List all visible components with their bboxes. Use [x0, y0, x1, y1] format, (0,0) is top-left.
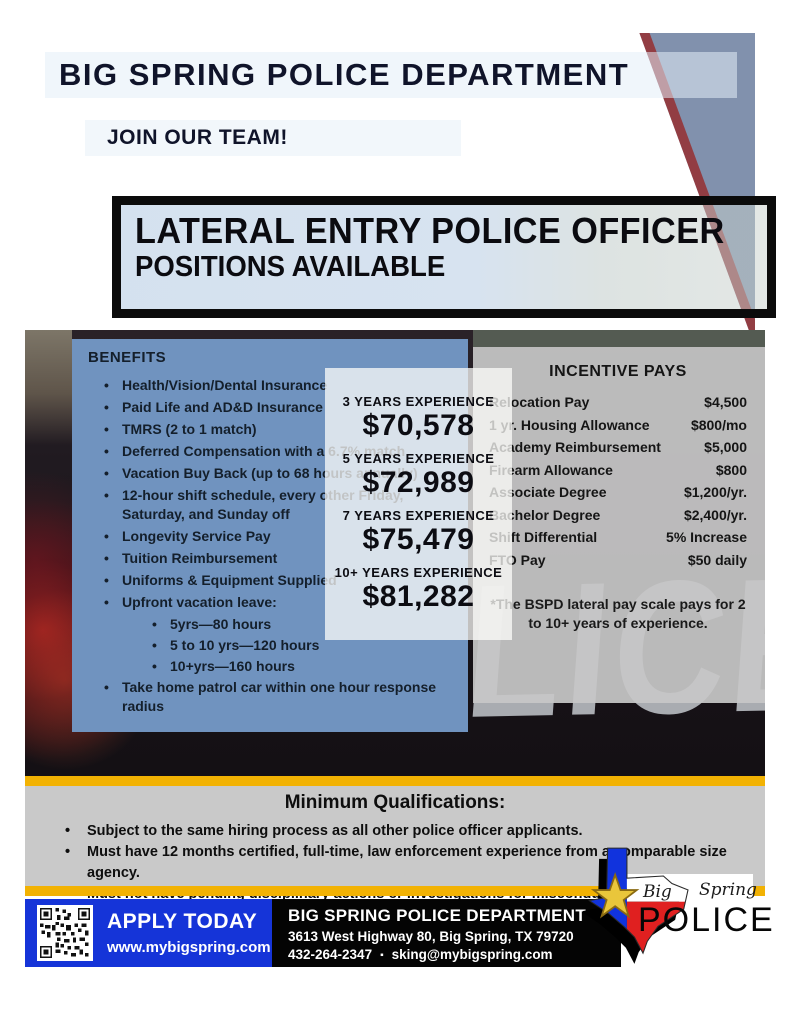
footer-address: 3613 West Highway 80, Big Spring, TX 797…	[288, 929, 574, 944]
benefit-item: Take home patrol car within one hour res…	[104, 678, 458, 716]
benefit-item: Uniforms & Equipment Supplied	[104, 571, 458, 590]
qualifications-band: Minimum Qualifications: Subject to the s…	[25, 786, 765, 905]
contact-separator-icon: ▪	[380, 950, 384, 961]
incentive-value: $1,200/yr.	[683, 484, 747, 500]
footer-phone: 432-264-2347	[288, 947, 373, 962]
footer-email-link[interactable]: sking@mybigspring.com	[391, 947, 553, 962]
tier-amount: $72,989	[362, 466, 475, 499]
title-band: BIG SPRING POLICE DEPARTMENT	[45, 52, 737, 98]
apply-url-link[interactable]: www.mybigspring.com	[107, 939, 271, 956]
incentive-label: Firearm Allowance	[489, 461, 613, 478]
gold-divider-top	[25, 776, 765, 786]
hero-photo: BIG SPRING POLICE DEPARTMENT JOIN OUR TE…	[25, 33, 755, 333]
incentive-value: $800/mo	[690, 416, 747, 433]
position-banner: LATERAL ENTRY POLICE OFFICER POSITIONS A…	[112, 196, 776, 318]
tagline: JOIN OUR TEAM!	[107, 126, 288, 149]
benefit-item: Upfront vacation leave:	[104, 593, 458, 612]
qr-code-graphic	[40, 908, 90, 958]
apply-section: APPLY TODAY www.mybigspring.com	[25, 899, 272, 967]
incentive-label: Academy Reimbursement	[489, 439, 661, 455]
incentive-value: $4,500	[704, 394, 747, 410]
photo-band	[473, 330, 765, 347]
incentive-value: $5,000	[704, 439, 747, 455]
texas-outline-icon	[583, 847, 689, 964]
contact-section: BIG SPRING POLICE DEPARTMENT 3613 West H…	[272, 899, 621, 967]
tagline-band: JOIN OUR TEAM!	[85, 120, 461, 156]
salary-tier: 7 YEARS EXPERIENCE $75,479	[325, 508, 512, 556]
incentive-value: $800	[715, 461, 747, 478]
incentive-label: Bachelor Degree	[489, 506, 601, 523]
gold-divider-bottom	[25, 886, 765, 896]
incentive-value: $2,400/yr.	[683, 506, 747, 523]
logo-script-spring: Spring	[699, 880, 757, 900]
incentive-label: Relocation Pay	[489, 394, 590, 410]
qualification-item: Subject to the same hiring process as al…	[65, 821, 765, 842]
footer-dept-name: BIG SPRING POLICE DEPARTMENT	[288, 906, 587, 925]
pay-scale-footnote: *The BSPD lateral pay scale pays for 2 t…	[490, 596, 746, 631]
salary-tier: 5 YEARS EXPERIENCE $72,989	[325, 451, 512, 499]
stone-wall-photo-fragment	[25, 330, 72, 445]
tier-amount: $81,282	[362, 580, 475, 613]
footer-contact-line: 432-264-2347 ▪ sking@mybigspring.com	[288, 947, 621, 962]
incentive-label: 1 yr. Housing Allowance	[489, 416, 650, 433]
star-icon	[590, 872, 640, 919]
salary-tier: 3 YEARS EXPERIENCE $70,578	[325, 394, 512, 442]
tier-label: 10+ YEARS EXPERIENCE	[334, 565, 503, 580]
benefit-subitem: 5 to 10 yrs—120 hours	[152, 636, 458, 655]
footer-bar: APPLY TODAY www.mybigspring.com BIG SPRI…	[25, 899, 765, 967]
logo-police-word: POLICE	[638, 901, 775, 939]
benefit-item: Health/Vision/Dental Insurance	[104, 376, 458, 395]
tier-label: 5 YEARS EXPERIENCE	[342, 451, 495, 466]
benefit-item: TMRS (2 to 1 match)	[104, 420, 458, 439]
vacation-leave-sublist: 5yrs—80 hours 5 to 10 yrs—120 hours 10+y…	[88, 615, 458, 676]
qualifications-heading: Minimum Qualifications:	[284, 792, 506, 813]
tier-amount: $75,479	[362, 523, 475, 556]
incentive-pays-panel: INCENTIVE PAYS Relocation Pay $4,500 1 y…	[473, 347, 765, 703]
incentive-row: Shift Differential 5% Increase	[489, 526, 747, 549]
tier-amount: $70,578	[362, 409, 475, 442]
qualification-item: Must have 12 months certified, full-time…	[65, 842, 765, 884]
page-title: BIG SPRING POLICE DEPARTMENT	[59, 57, 630, 92]
incentive-row: 1 yr. Housing Allowance $800/mo	[489, 414, 747, 437]
incentive-row: Relocation Pay $4,500	[489, 391, 747, 414]
benefits-list-tail: Take home patrol car within one hour res…	[88, 678, 458, 716]
benefit-item: Tuition Reimbursement	[104, 549, 458, 568]
incentive-value: 5% Increase	[666, 529, 747, 545]
incentives-heading: INCENTIVE PAYS	[549, 363, 687, 380]
salary-panel: 3 YEARS EXPERIENCE $70,578 5 YEARS EXPER…	[325, 368, 512, 640]
tier-label: 7 YEARS EXPERIENCE	[342, 508, 495, 523]
incentive-label: Associate Degree	[489, 484, 607, 500]
banner-line2: POSITIONS AVAILABLE	[135, 250, 446, 283]
qr-code-icon[interactable]	[37, 905, 93, 961]
benefit-item: Paid Life and AD&D Insurance	[104, 398, 458, 417]
big-spring-police-logo: Big Spring POLICE	[583, 846, 783, 988]
tier-label: 3 YEARS EXPERIENCE	[342, 394, 495, 409]
incentive-row: Bachelor Degree $2,400/yr.	[489, 504, 747, 527]
incentive-row: Associate Degree $1,200/yr.	[489, 481, 747, 504]
benefit-subitem: 10+yrs—160 hours	[152, 657, 458, 676]
banner-line1: LATERAL ENTRY POLICE OFFICER	[135, 210, 725, 251]
benefit-subitem: 5yrs—80 hours	[152, 615, 458, 634]
incentive-row: FTO Pay $50 daily	[489, 549, 747, 572]
incentive-value: $50 daily	[687, 551, 747, 568]
apply-block: APPLY TODAY www.mybigspring.com	[107, 910, 271, 956]
apply-today-label: APPLY TODAY	[107, 910, 258, 933]
incentive-row: Firearm Allowance $800	[489, 459, 747, 482]
benefits-heading: BENEFITS	[88, 349, 167, 366]
benefit-item: Longevity Service Pay	[104, 527, 458, 546]
incentive-label: Shift Differential	[489, 529, 598, 545]
salary-tier: 10+ YEARS EXPERIENCE $81,282	[325, 565, 512, 613]
logo-script-big: Big	[643, 882, 672, 902]
incentive-row: Academy Reimbursement $5,000	[489, 436, 747, 459]
